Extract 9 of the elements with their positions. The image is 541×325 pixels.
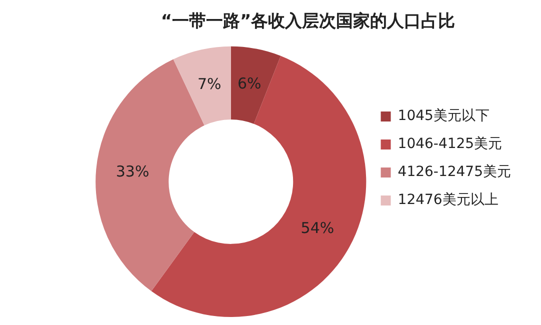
chart-title: “一带一路”各收入层次国家的人口占比 xyxy=(160,12,456,32)
data-label: 7% xyxy=(197,75,222,94)
data-label: 6% xyxy=(238,74,262,93)
data-label: 33% xyxy=(116,162,150,180)
legend-label: 12476美元以上 xyxy=(398,192,498,208)
legend-label: 4126-12475美元 xyxy=(398,164,511,180)
legend-label: 1045美元以下 xyxy=(398,108,490,124)
data-label: 54% xyxy=(300,219,334,238)
legend-label: 1046-4125美元 xyxy=(398,136,502,152)
